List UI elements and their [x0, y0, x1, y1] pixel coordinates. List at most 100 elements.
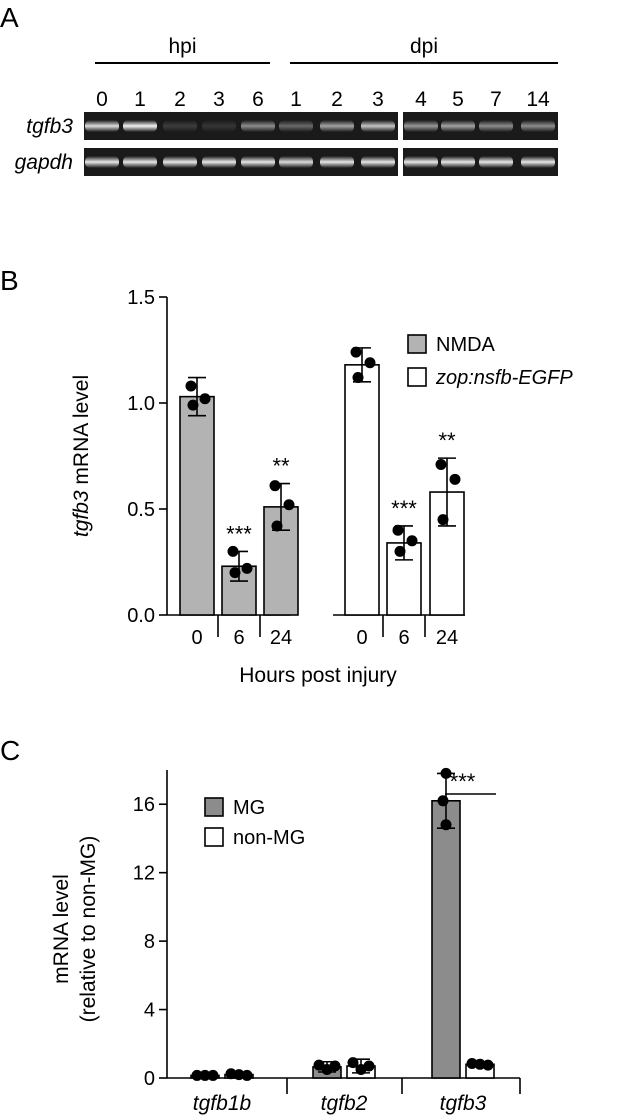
panel-label-c: C [0, 735, 20, 766]
b-x-axis-label: Hours post injury [239, 664, 397, 687]
gel-band-gapdh-5 [279, 156, 313, 168]
b-legend-swatch-1 [407, 367, 427, 387]
b-point-0-2-0 [269, 480, 281, 492]
panel-a-gel: hpi 0 1 2 3 6 dpi 1 2 3 4 5 7 14 tgfb3 gapdh [15, 35, 558, 176]
b-xtick-label-1-2: 24 [436, 627, 458, 649]
gel-lane-label-hpi-6: 6 [252, 88, 264, 111]
gel-row-label-gapdh: gapdh [15, 151, 73, 174]
b-point-1-0-1 [364, 357, 376, 369]
gel-band-gapdh-7 [361, 156, 395, 168]
b-point-0-1-0 [227, 545, 239, 557]
gel-band-gapdh-3 [202, 156, 236, 168]
b-point-0-0-2 [187, 399, 199, 411]
gel-row-label-tgfb3: tgfb3 [26, 115, 73, 138]
gel-band-gapdh-0 [85, 156, 119, 168]
b-legend-swatch-0 [407, 334, 427, 354]
c-point-0-0-1 [199, 1069, 211, 1081]
c-point-1-2-2 [482, 1059, 494, 1071]
c-point-0-2-1 [437, 795, 449, 807]
panel-label-b: B [0, 265, 19, 296]
c-point-1-0-0 [225, 1068, 237, 1080]
gel-band-tgfb3-7 [361, 120, 395, 132]
c-point-0-2-2 [440, 819, 452, 831]
gel-band-tgfb3-10 [479, 120, 513, 132]
b-point-1-2-1 [449, 473, 461, 485]
panel-c-chart: 0 4 8 12 16 mRNA level (relative to non-MG) tgf… [50, 767, 521, 1115]
b-point-1-0-0 [350, 346, 362, 358]
gel-band-tgfb3-8 [404, 120, 438, 132]
c-xtick-label-tgfb1b: tgfb1b [193, 1092, 252, 1115]
c-ytick-label-3: 12 [133, 863, 155, 885]
gel-lane-label-dpi-7: 7 [490, 88, 502, 111]
c-y-axis-label-line1: mRNA level [50, 874, 73, 984]
b-ytick-label-1: 0.5 [127, 499, 155, 521]
c-bar-0-tgfb3 [431, 799, 461, 1079]
c-point-0-0-0 [191, 1069, 203, 1081]
b-point-0-0-0 [185, 380, 197, 392]
gel-band-gapdh-8 [404, 156, 438, 168]
gel-band-gapdh-2 [163, 156, 197, 168]
c-point-1-0-2 [241, 1069, 253, 1081]
b-xtick-label-0-0: 0 [191, 627, 202, 649]
c-point-1-0-1 [233, 1069, 245, 1081]
c-point-1-2-0 [466, 1057, 478, 1069]
c-xtick-label-tgfb3: tgfb3 [440, 1092, 487, 1115]
c-point-0-0-2 [207, 1069, 219, 1081]
gel-band-gapdh-1 [123, 156, 157, 168]
b-y-axis-label: tgfb3 mRNA level [70, 375, 93, 537]
b-xtick-label-0-1: 6 [233, 627, 244, 649]
panel-b-chart: 0.0 0.5 1.0 1.5 tgfb3 mRNA level 0 6 *** 24 ** 0 6 *… [70, 287, 573, 687]
b-bar-1-0 [344, 364, 380, 616]
b-point-1-0-2 [352, 372, 364, 384]
b-point-0-2-2 [271, 520, 283, 532]
b-ytick-label-0: 0.0 [127, 605, 155, 627]
gel-band-tgfb3-3 [202, 120, 236, 132]
b-point-1-2-2 [437, 514, 449, 526]
c-sig-label: *** [450, 769, 476, 794]
c-ytick-label-4: 16 [133, 794, 155, 816]
panel-label-a: A [0, 2, 19, 33]
gel-band-tgfb3-2 [163, 120, 197, 132]
gel-band-tgfb3-11 [521, 120, 555, 132]
gel-lane-label-hpi-3: 3 [213, 88, 225, 111]
c-point-1-2-1 [474, 1058, 486, 1070]
gel-lane-label-dpi-5: 5 [452, 88, 464, 111]
gel-band-tgfb3-1 [123, 120, 157, 132]
gel-band-gapdh-4 [241, 156, 275, 168]
b-y-axis-label-rest: mRNA level [70, 375, 93, 491]
gel-band-gapdh-6 [320, 156, 354, 168]
gel-lane-label-dpi-2: 2 [331, 88, 343, 111]
c-legend-swatch-1 [204, 827, 224, 847]
b-sig-0-1: *** [226, 521, 252, 546]
c-point-0-2-0 [440, 767, 452, 779]
c-ytick-label-0: 0 [144, 1068, 155, 1090]
b-point-1-1-0 [392, 524, 404, 536]
b-point-0-2-1 [283, 499, 295, 511]
gel-lane-label-dpi-14: 14 [526, 88, 550, 111]
gel-band-gapdh-10 [479, 156, 513, 168]
c-legend-label-0: MG [233, 797, 265, 819]
b-sig-1-1: *** [391, 496, 417, 521]
c-y-axis-label-line2: (relative to non-MG) [77, 836, 100, 1023]
b-point-1-1-2 [394, 545, 406, 557]
b-legend-label-0: NMDA [436, 334, 496, 356]
c-point-1-1-2 [363, 1060, 375, 1072]
gel-band-tgfb3-9 [441, 120, 475, 132]
gel-band-tgfb3-6 [320, 120, 354, 132]
b-ytick-label-3: 1.5 [127, 287, 155, 309]
b-point-0-1-2 [229, 567, 241, 579]
c-ytick-label-1: 4 [144, 1000, 155, 1022]
gel-lane-label-hpi-0: 0 [96, 88, 108, 111]
gel-band-tgfb3-0 [85, 120, 119, 132]
b-y-axis-label-gene: tgfb3 [70, 490, 93, 537]
b-sig-0-2: ** [272, 454, 290, 479]
gel-band-tgfb3-4 [241, 120, 275, 132]
b-errbar-1-2 [438, 457, 456, 527]
gel-lane-label-dpi-3: 3 [372, 88, 384, 111]
gel-lane-label-dpi-1: 1 [290, 88, 302, 111]
b-ytick-label-2: 1.0 [127, 393, 155, 415]
b-errbar-0-0 [188, 376, 206, 417]
b-xtick-label-1-0: 0 [356, 627, 367, 649]
b-xtick-label-1-1: 6 [398, 627, 409, 649]
